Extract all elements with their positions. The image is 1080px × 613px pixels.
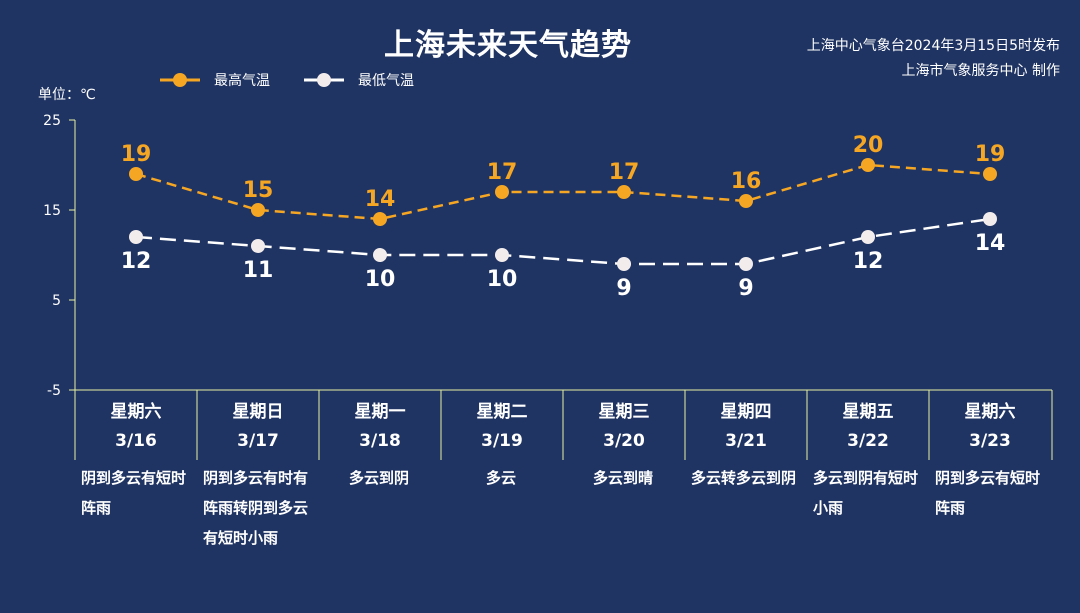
- point-high: [617, 185, 631, 199]
- data-label-low: 9: [738, 276, 753, 301]
- weather-description: 阴到多云有短时阵雨: [81, 463, 189, 523]
- point-high: [251, 203, 265, 217]
- day-header: 星期三 3/20: [563, 398, 685, 456]
- point-high: [861, 158, 875, 172]
- date-label: 3/22: [807, 427, 929, 456]
- data-label-low: 11: [243, 258, 274, 283]
- date-label: 3/18: [319, 427, 441, 456]
- data-label-high: 14: [365, 187, 396, 212]
- point-low: [373, 248, 387, 262]
- weekday-label: 星期一: [319, 398, 441, 427]
- data-label-high: 15: [243, 178, 274, 203]
- date-label: 3/17: [197, 427, 319, 456]
- point-low: [983, 212, 997, 226]
- data-label-high: 20: [853, 133, 884, 158]
- day-header: 星期六 3/23: [929, 398, 1051, 456]
- weather-description: 多云: [447, 463, 555, 493]
- weekday-label: 星期五: [807, 398, 929, 427]
- day-header: 星期日 3/17: [197, 398, 319, 456]
- weekday-label: 星期六: [75, 398, 197, 427]
- data-label-high: 17: [609, 160, 640, 185]
- weather-description: 多云转多云到阴: [691, 463, 799, 493]
- point-low: [739, 257, 753, 271]
- weekday-label: 星期二: [441, 398, 563, 427]
- day-header: 星期一 3/18: [319, 398, 441, 456]
- day-header: 星期五 3/22: [807, 398, 929, 456]
- point-low: [129, 230, 143, 244]
- data-label-low: 9: [616, 276, 631, 301]
- weekday-label: 星期三: [563, 398, 685, 427]
- date-label: 3/19: [441, 427, 563, 456]
- day-header: 星期四 3/21: [685, 398, 807, 456]
- y-tick-label: 25: [43, 113, 61, 129]
- data-label-high: 16: [731, 169, 762, 194]
- point-high: [129, 167, 143, 181]
- data-label-low: 12: [853, 249, 884, 274]
- data-label-low: 10: [365, 267, 396, 292]
- weather-description: 多云到阴有短时小雨: [813, 463, 921, 523]
- weather-description: 阴到多云有时有阵雨转阴到多云有短时小雨: [203, 463, 311, 553]
- weekday-label: 星期四: [685, 398, 807, 427]
- point-low: [251, 239, 265, 253]
- data-label-high: 19: [975, 142, 1006, 167]
- point-low: [861, 230, 875, 244]
- day-header: 星期二 3/19: [441, 398, 563, 456]
- date-label: 3/21: [685, 427, 807, 456]
- data-label-high: 17: [487, 160, 518, 185]
- point-high: [983, 167, 997, 181]
- weather-description: 多云到晴: [569, 463, 677, 493]
- point-high: [373, 212, 387, 226]
- data-label-high: 19: [121, 142, 152, 167]
- point-low: [495, 248, 509, 262]
- data-label-low: 12: [121, 249, 152, 274]
- date-label: 3/20: [563, 427, 685, 456]
- weather-description: 阴到多云有短时阵雨: [935, 463, 1043, 523]
- y-tick-label: -5: [47, 383, 61, 399]
- weather-description: 多云到阴: [325, 463, 433, 493]
- day-header: 星期六 3/16: [75, 398, 197, 456]
- date-label: 3/23: [929, 427, 1051, 456]
- weekday-label: 星期六: [929, 398, 1051, 427]
- y-tick-label: 15: [43, 203, 61, 219]
- weekday-label: 星期日: [197, 398, 319, 427]
- point-low: [617, 257, 631, 271]
- y-tick-label: 5: [52, 293, 61, 309]
- point-high: [739, 194, 753, 208]
- data-label-low: 10: [487, 267, 518, 292]
- date-label: 3/16: [75, 427, 197, 456]
- point-high: [495, 185, 509, 199]
- data-label-low: 14: [975, 231, 1006, 256]
